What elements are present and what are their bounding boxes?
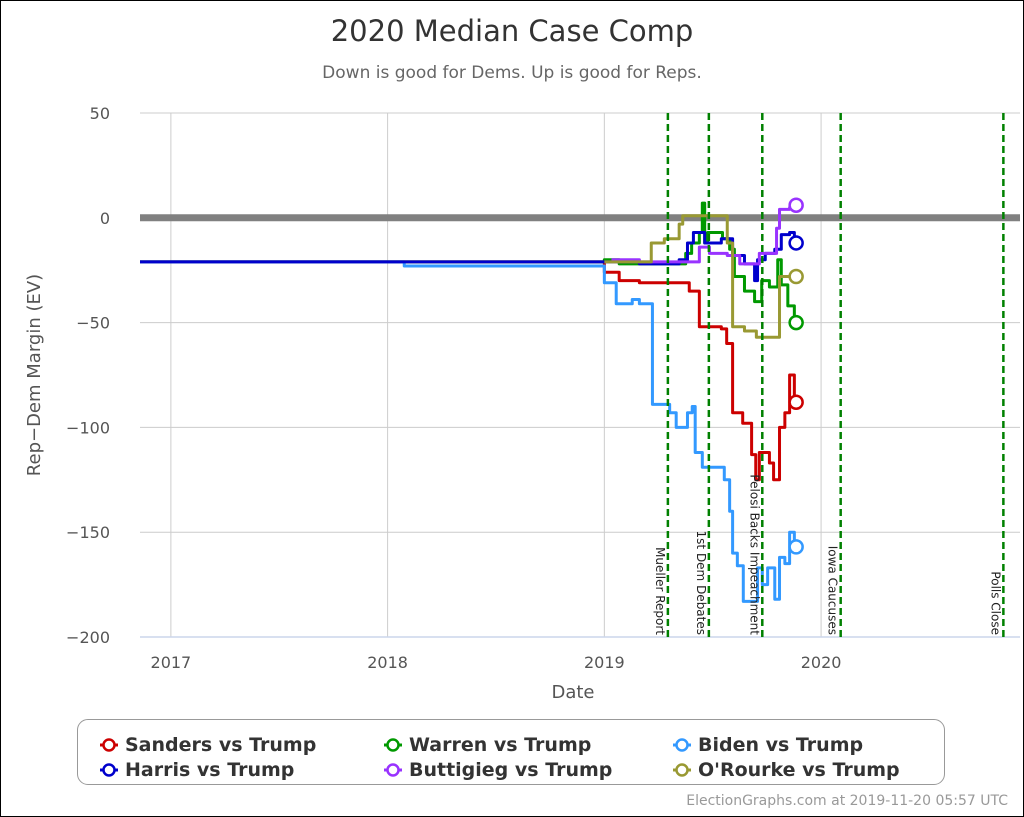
y-tick-label: 50 (90, 104, 110, 123)
y-tick-label: −100 (66, 418, 110, 437)
legend-item[interactable]: Warren vs Trump (384, 734, 591, 756)
event-label: Mueller Report (653, 547, 667, 635)
legend-label: Buttigieg vs Trump (409, 759, 613, 781)
series-4 (611, 197, 804, 266)
series-end-marker (788, 235, 804, 251)
series-line (140, 260, 797, 482)
legend-marker-icon (384, 761, 402, 779)
event-label: 1st Dem Debates (694, 531, 708, 635)
series-end-marker (788, 394, 804, 410)
series-end-marker (788, 197, 804, 213)
event-label: Iowa Caucuses (826, 546, 840, 635)
x-tick-label: 2020 (801, 653, 842, 672)
y-tick-label: −50 (76, 314, 110, 333)
legend-label: Harris vs Trump (125, 759, 295, 781)
legend-marker-icon (100, 736, 118, 754)
legend-label: Warren vs Trump (409, 734, 592, 756)
footer-credit: ElectionGraphs.com at 2019-11-20 05:57 U… (686, 793, 1008, 809)
legend-item[interactable]: Biden vs Trump (673, 734, 863, 756)
legend-label: Biden vs Trump (698, 734, 864, 756)
series-line (140, 260, 797, 603)
legend-marker-icon (673, 761, 691, 779)
series-end-marker (788, 268, 804, 285)
legend-label: O'Rourke vs Trump (698, 759, 900, 781)
y-tick-label: 0 (100, 209, 110, 228)
chart-title: 2020 Median Case Comp (330, 14, 694, 48)
series-0 (139, 260, 804, 482)
x-tick-label: 2019 (584, 653, 625, 672)
series-line (604, 214, 797, 339)
legend: Sanders vs Trump Warren vs Trump Biden vs … (77, 719, 945, 785)
x-tick-label: 2018 (367, 653, 408, 672)
legend-item[interactable]: Buttigieg vs Trump (384, 759, 612, 781)
y-tick-label: −150 (66, 523, 110, 542)
series-line (140, 230, 797, 283)
series-3 (139, 230, 804, 283)
y-axis-title: Rep−Dem Margin (EV) (24, 274, 45, 476)
x-axis-title: Date (551, 682, 594, 703)
series-2 (139, 260, 804, 603)
chart-subtitle: Down is good for Dems. Up is good for Re… (322, 63, 702, 83)
legend-marker-icon (384, 736, 402, 754)
legend-item[interactable]: Sanders vs Trump (100, 734, 316, 756)
y-tick-label: −200 (66, 628, 110, 647)
legend-item[interactable]: O'Rourke vs Trump (673, 759, 900, 781)
series-end-marker (788, 314, 804, 331)
event-label: Polls Close (988, 571, 1002, 635)
legend-label: Sanders vs Trump (125, 734, 317, 756)
event-label: Pelosi Backs Impeachment (747, 474, 761, 635)
series-end-marker (788, 539, 804, 555)
legend-item[interactable]: Harris vs Trump (100, 759, 294, 781)
x-tick-label: 2017 (151, 653, 192, 672)
series-5 (604, 214, 804, 339)
legend-marker-icon (100, 761, 118, 779)
legend-marker-icon (673, 736, 691, 754)
